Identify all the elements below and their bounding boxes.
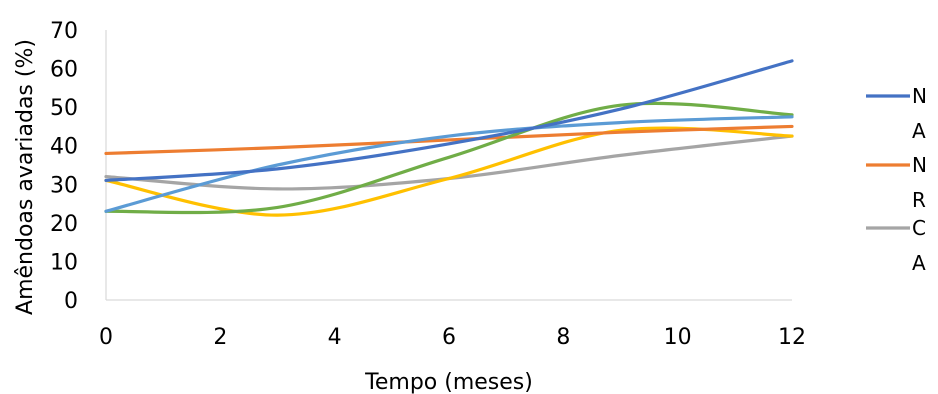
x-tick-label: 12 (778, 325, 806, 350)
legend: N A N RC A (866, 84, 927, 275)
y-tick-label: 50 (50, 96, 78, 121)
x-tick-label: 0 (99, 325, 113, 350)
series-line-na (104, 59, 794, 183)
series-line-unnamed-5 (104, 101, 794, 215)
y-tick-label: 40 (50, 135, 78, 160)
y-axis-title: Amêndoas avariadas (%) (13, 39, 38, 315)
y-tick-label: 20 (50, 212, 78, 237)
y-tick-label: 30 (50, 173, 78, 198)
series-lines (104, 59, 794, 217)
x-tick-label: 2 (213, 325, 227, 350)
series-line-unnamed-3 (104, 126, 794, 217)
x-tick-label: 10 (664, 325, 692, 350)
series-line-nr (104, 124, 794, 156)
y-tick-label: 10 (50, 250, 78, 275)
x-tick-label: 4 (328, 325, 342, 350)
y-tick-label: 0 (64, 289, 78, 314)
y-tick-label: 60 (50, 58, 78, 83)
axes: 0 10 20 30 40 50 60 70 0 2 4 6 8 10 12 (50, 19, 806, 350)
y-tick-label: 70 (50, 19, 78, 44)
x-axis-title: Tempo (meses) (364, 370, 533, 394)
x-tick-label: 6 (442, 325, 456, 350)
x-tick-label: 8 (556, 325, 570, 350)
series-line-unnamed-4 (104, 115, 794, 213)
